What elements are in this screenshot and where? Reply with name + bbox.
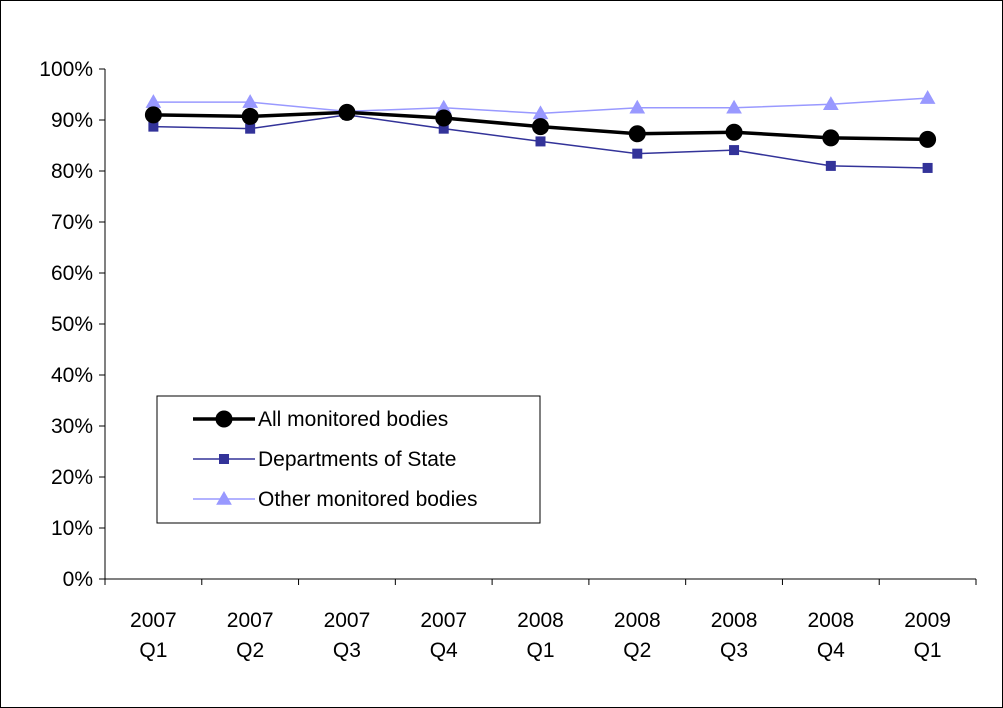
x-tick-label-line: Q4 [817,639,845,662]
y-tick-label: 60% [51,262,93,285]
legend-marker [215,410,233,428]
data-point [241,107,259,125]
y-tick-label: 30% [51,415,93,438]
x-tick-label: 2009 Q1 [904,609,951,662]
y-tick-label: 0% [63,568,93,591]
x-tick-label-line: 2007 [227,609,274,632]
series-layer [144,90,937,173]
x-tick-label-line: Q2 [623,639,651,662]
legend-label: Other monitored bodies [258,488,477,511]
x-tick-label-line: Q3 [720,639,748,662]
data-point [919,130,937,148]
data-point [145,94,162,108]
data-point [726,99,742,114]
y-tick-label: 20% [51,466,93,489]
legend-item: Other monitored bodies [193,488,477,511]
x-tick-label-line: Q4 [430,639,458,662]
legend-marker [216,490,232,505]
data-point [629,99,646,114]
x-tick-label-line: 2007 [420,609,467,632]
x-tick-label-line: 2008 [614,609,661,632]
x-tick-label-line: 2007 [324,609,371,632]
y-tick-label: 70% [51,211,93,234]
data-point [628,125,646,143]
legend-item: All monitored bodies [193,408,448,431]
x-tick-label: 2008 Q4 [807,609,854,662]
x-tick-label: 2007 Q3 [324,609,371,662]
data-point [825,160,836,171]
y-tick-label: 80% [51,160,93,183]
data-point [245,123,256,134]
data-point [919,90,936,104]
x-tick-label: 2008 Q1 [517,609,564,662]
legend-marker [219,454,229,464]
data-point [435,109,453,127]
data-point [532,118,549,136]
legend-label: Departments of State [258,448,456,471]
y-tick-label: 10% [51,517,93,540]
data-point [729,145,740,156]
x-tick-label-line: 2007 [130,609,177,632]
data-point [822,96,839,110]
data-point [144,106,162,124]
y-tick-label: 40% [51,364,93,387]
data-point [922,162,933,173]
x-tick-label: 2007 Q1 [130,609,177,662]
x-tick-label: 2008 Q2 [614,609,661,662]
data-point [822,129,840,147]
data-point [535,136,546,147]
x-tick-label-line: Q1 [526,639,554,662]
x-tick-label-line: Q1 [914,639,942,662]
legend-item: Departments of State [193,448,456,471]
series-all-monitored-bodies [144,103,937,148]
y-tick-label: 50% [51,313,93,336]
x-tick-label-line: 2009 [904,609,951,632]
x-tick-label: 2008 Q3 [711,609,758,662]
data-point [148,121,159,132]
data-point [242,94,259,108]
x-tick-label-line: 2008 [807,609,854,632]
x-tick-label-line: Q1 [139,639,167,662]
legend-label: All monitored bodies [258,408,448,431]
x-tick-label-line: Q2 [236,639,264,662]
x-tick-label: 2007 Q4 [420,609,467,662]
data-point [725,123,743,141]
legend: All monitored bodies Departments of State… [156,395,541,524]
data-point [632,148,643,159]
x-tick-label-line: Q3 [333,639,361,662]
data-point [338,103,356,121]
x-tick-label-line: 2008 [517,609,564,632]
y-tick-label: 100% [39,58,93,81]
x-tick-label-line: 2008 [711,609,758,632]
axes: 0%10%20%30%40%50%60%70%80%90%100%2007 Q12… [39,58,977,662]
x-tick-label: 2007 Q2 [227,609,274,662]
y-tick-label: 90% [51,109,93,132]
